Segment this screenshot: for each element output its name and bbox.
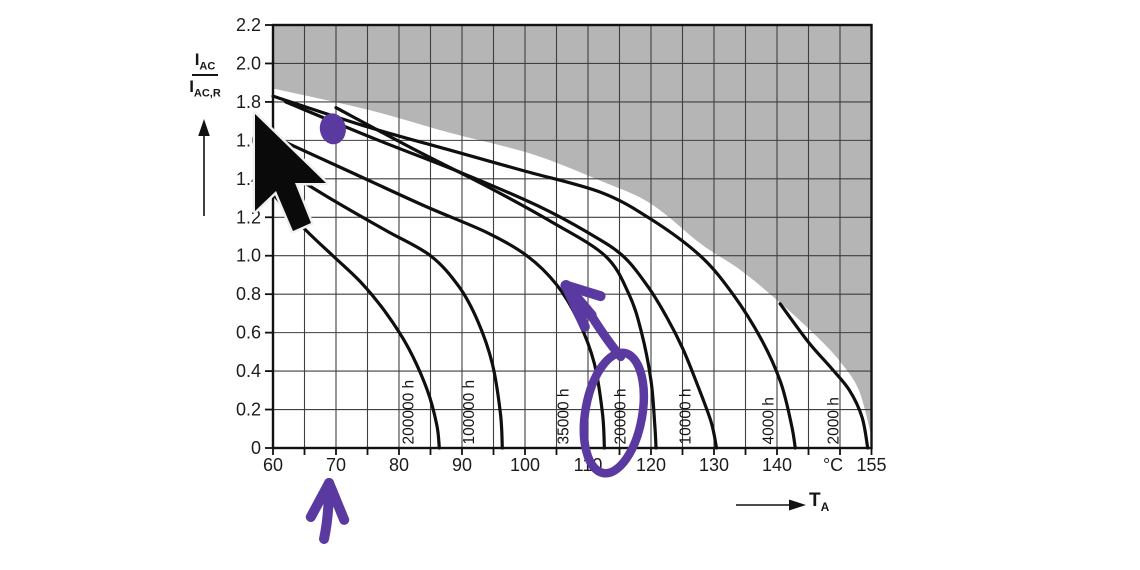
x-tick-label: 90 [452, 455, 472, 475]
annotation-dot [319, 113, 346, 145]
curve-label: 20000 h [613, 388, 630, 444]
mouse-cursor [252, 111, 329, 234]
lifetime-curve-4000h [271, 94, 797, 450]
x-tick-label: 130 [699, 455, 729, 475]
axis-ticks-and-labels: 60 70 80 90 100 110 120 130 140 °C 15500.20.40.60.… [236, 15, 887, 475]
x-tick-label: 120 [636, 455, 666, 475]
y-tick-label: 0 [251, 438, 261, 458]
lifetime-curve-100000h [271, 161, 504, 450]
annotation-up-arrow [305, 477, 350, 544]
plot-border [271, 23, 873, 450]
curve-label: 10000 h [678, 388, 695, 444]
y-tick-label: 0.6 [236, 323, 261, 343]
y-axis-title: IAC IAC,R [180, 50, 230, 100]
lifetime-curve-200000h [271, 192, 441, 450]
curve-label: 100000 h [461, 380, 478, 445]
y-tick-label: 0.2 [236, 400, 261, 420]
curve-labels: 200000 h 100000 h 35000 h 20000 h 10000 h 400… [400, 380, 842, 445]
curve-label: 4000 h [761, 397, 778, 444]
x-tick-label: 80 [389, 455, 409, 475]
lifetime-curve-2000h [778, 302, 870, 450]
x-tick-label: 60 [263, 455, 283, 475]
lifetime-curves [271, 94, 870, 450]
curve-label: 35000 h [555, 388, 572, 444]
x-tick-label: 155 [856, 455, 886, 475]
x-tick-label: °C [823, 455, 843, 475]
x-tick-label: 70 [326, 455, 346, 475]
y-tick-label: 1.0 [236, 246, 261, 266]
lifetime-curve-35000h [271, 134, 606, 450]
annotation-circle [579, 348, 649, 478]
lifetime-curve-20000h [334, 106, 658, 450]
y-tick-label: 0.4 [236, 361, 261, 381]
y-axis-title-numerator: IAC [191, 50, 219, 76]
y-tick-label: 0.8 [236, 284, 261, 304]
y-axis-title-denominator: IAC,R [189, 76, 221, 99]
x-axis-title: TA [809, 490, 830, 514]
y-tick-label: 1.8 [236, 92, 261, 112]
x-tick-label: 100 [510, 455, 540, 475]
cursor-arrow-icon [252, 111, 329, 234]
axis-title-arrows [198, 119, 806, 511]
annotation-arrow [560, 280, 626, 362]
y-tick-label: 2.0 [236, 53, 261, 73]
x-tick-label: 140 [762, 455, 792, 475]
overload-region [273, 25, 872, 437]
curve-label: 200000 h [400, 380, 417, 445]
y-tick-label: 2.2 [236, 15, 261, 35]
lifetime-curve-10000h [284, 100, 719, 450]
curve-label: 2000 h [826, 397, 843, 444]
freehand-annotations [305, 113, 649, 544]
